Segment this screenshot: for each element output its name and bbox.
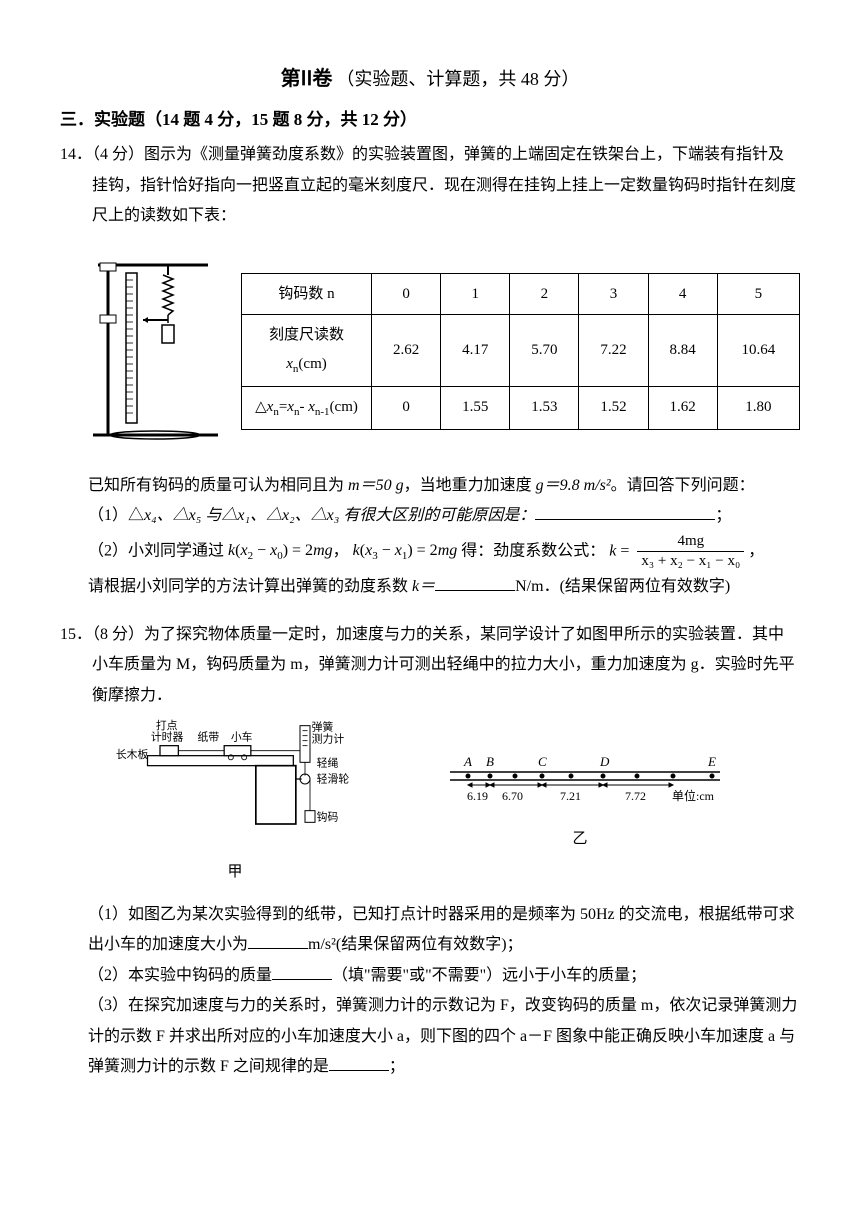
svg-text:7.72: 7.72: [625, 789, 646, 803]
th-1: 1: [441, 273, 510, 315]
setup-jia-figure: 打点 计时器 纸带 小车 长木板 弹簧 测力计 轻绳 轻滑轮 钩码: [90, 719, 380, 886]
q15-number: 15．（8 分）: [60, 626, 144, 643]
svg-text:A: A: [463, 754, 472, 769]
th-n: 钩码数 n: [242, 273, 372, 315]
td-reading-label: 刻度尺读数xn(cm): [242, 315, 372, 386]
spring-setup-figure: [88, 245, 223, 456]
svg-text:纸带: 纸带: [198, 731, 220, 744]
td-d5: 1.80: [717, 386, 799, 429]
q15-part3: （3）在探究加速度与力的关系时，弹簧测力计的示数记为 F，改变钩码的质量 m，依…: [88, 991, 800, 1082]
q14-known: 已知所有钩码的质量可认为相同且为 m＝50 g，当地重力加速度 g＝9.8 m/…: [88, 471, 800, 501]
blank-q15-3[interactable]: [329, 1070, 389, 1071]
q15-intro: 为了探究物体质量一定时，加速度与力的关系，某同学设计了如图甲所示的实验装置．其中…: [92, 626, 795, 704]
td-d0: 0: [372, 386, 441, 429]
table-row-header: 钩码数 n 0 1 2 3 4 5: [242, 273, 800, 315]
td-delta-label: △xn=xn- xn-1(cm): [242, 386, 372, 429]
blank-q15-1[interactable]: [248, 948, 308, 949]
svg-text:弹簧: 弹簧: [312, 720, 334, 734]
blank-q14-2[interactable]: [435, 590, 515, 591]
question-15: 15．（8 分）为了探究物体质量一定时，加速度与力的关系，某同学设计了如图甲所示…: [60, 620, 800, 1082]
td-d4: 1.62: [648, 386, 717, 429]
td-d2: 1.53: [510, 386, 579, 429]
q14-part2: （2）小刘同学通过 k(x2 − x0) = 2mg， k(x3 − x1) =…: [88, 532, 800, 572]
q15-part2: （2）本实验中钩码的质量（填"需要"或"不需要"）远小于小车的质量；: [88, 961, 800, 991]
svg-text:小车: 小车: [231, 730, 253, 744]
svg-text:轻滑轮: 轻滑轮: [317, 772, 350, 786]
svg-text:C: C: [538, 754, 547, 769]
yi-caption: 乙: [440, 825, 720, 854]
td-r2: 5.70: [510, 315, 579, 386]
q14-intro: 图示为《测量弹簧劲度系数》的实验装置图，弹簧的上端固定在铁架台上，下端装有指针及…: [92, 146, 796, 224]
td-d1: 1.55: [441, 386, 510, 429]
data-table: 钩码数 n 0 1 2 3 4 5 刻度尺读数xn(cm) 2.62 4.17 …: [241, 273, 800, 430]
td-r0: 2.62: [372, 315, 441, 386]
section3-header: 三．实验题（14 题 4 分，15 题 8 分，共 12 分）: [60, 104, 800, 136]
svg-text:轻绳: 轻绳: [317, 756, 339, 770]
td-r1: 4.17: [441, 315, 510, 386]
svg-text:6.19: 6.19: [467, 789, 488, 803]
jia-caption: 甲: [90, 858, 380, 887]
th-0: 0: [372, 273, 441, 315]
svg-text:钩码: 钩码: [317, 811, 339, 824]
svg-text:打点: 打点: [156, 719, 178, 732]
svg-text:7.21: 7.21: [560, 789, 581, 803]
volume-title: 第ⅠⅠ卷: [281, 68, 333, 90]
td-r3: 7.22: [579, 315, 648, 386]
th-5: 5: [717, 273, 799, 315]
q14-part2-answer: 请根据小刘同学的方法计算出弹簧的劲度系数 k＝N/m．(结果保留两位有效数字): [88, 572, 800, 602]
svg-text:E: E: [707, 754, 716, 769]
blank-q15-2[interactable]: [272, 979, 332, 980]
svg-text:长木板: 长木板: [116, 747, 149, 761]
question-14: 14．（4 分）图示为《测量弹簧劲度系数》的实验装置图，弹簧的上端固定在铁架台上…: [60, 140, 800, 602]
svg-text:测力计: 测力计: [312, 733, 345, 746]
svg-text:D: D: [599, 754, 610, 769]
volume-subtitle: （实验题、计算题，共 48 分）: [336, 69, 579, 89]
td-r4: 8.84: [648, 315, 717, 386]
svg-text:计时器: 计时器: [151, 731, 184, 744]
q15-part1: （1）如图乙为某次实验得到的纸带，已知打点计时器采用的是频率为 50Hz 的交流…: [88, 900, 800, 961]
td-d3: 1.52: [579, 386, 648, 429]
q14-part1: （1）△x₄、△x₅ 与△x₁、△x₂、△x₃ 有很大区别的可能原因是：；: [88, 501, 800, 531]
svg-text:单位:cm: 单位:cm: [672, 788, 715, 803]
td-r5: 10.64: [717, 315, 799, 386]
th-3: 3: [579, 273, 648, 315]
th-2: 2: [510, 273, 579, 315]
svg-text:6.70: 6.70: [502, 789, 523, 803]
q14-number: 14．（4 分）: [60, 146, 144, 163]
table-row-delta: △xn=xn- xn-1(cm) 0 1.55 1.53 1.52 1.62 1…: [242, 386, 800, 429]
setup-yi-figure: A B C D E 6.19 6.70 7.21 7.72 单位:cm 乙: [440, 752, 720, 854]
svg-text:B: B: [486, 754, 494, 769]
table-row-readings: 刻度尺读数xn(cm) 2.62 4.17 5.70 7.22 8.84 10.…: [242, 315, 800, 386]
th-4: 4: [648, 273, 717, 315]
blank-q14-1[interactable]: [535, 519, 715, 520]
